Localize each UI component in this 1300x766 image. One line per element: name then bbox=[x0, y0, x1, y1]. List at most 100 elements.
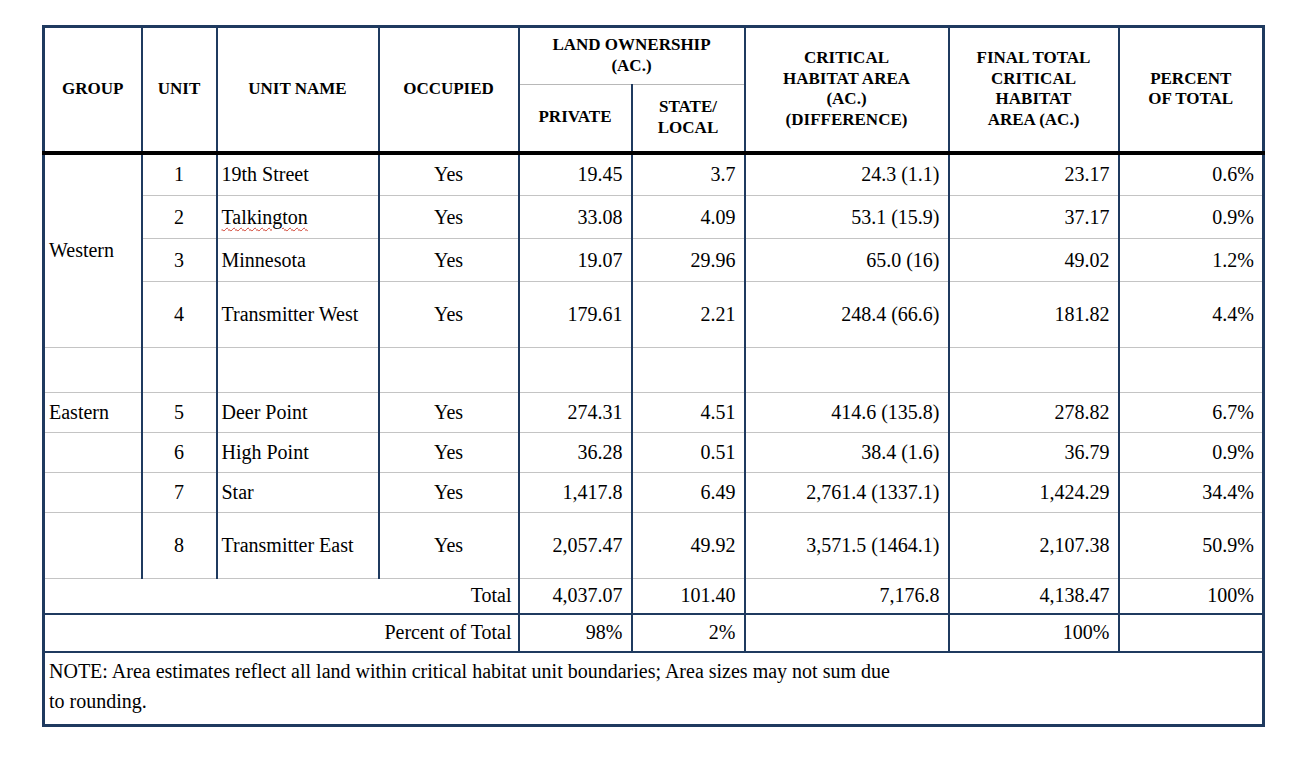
header-state-local: STATE/ LOCAL bbox=[632, 85, 745, 153]
spacer-row bbox=[44, 348, 1264, 393]
percent-final-area-cell: 100% bbox=[949, 614, 1119, 652]
occupied-cell: Yes bbox=[379, 196, 519, 239]
group-cell bbox=[44, 513, 142, 579]
total-row: Total 4,037.07 101.40 7,176.8 4,138.47 1… bbox=[44, 579, 1264, 614]
percent-cell: 6.7% bbox=[1119, 393, 1264, 433]
unit-cell: 4 bbox=[142, 282, 217, 348]
occupied-cell: Yes bbox=[379, 473, 519, 513]
group-cell-western: Western bbox=[44, 153, 142, 348]
occupied-cell: Yes bbox=[379, 433, 519, 473]
percent-private-cell: 98% bbox=[519, 614, 632, 652]
private-cell: 2,057.47 bbox=[519, 513, 632, 579]
group-cell bbox=[44, 348, 142, 393]
unit-name-cell bbox=[217, 348, 379, 393]
percent-critical-area-cell bbox=[745, 614, 949, 652]
private-cell: 179.61 bbox=[519, 282, 632, 348]
unit-name-cell: High Point bbox=[217, 433, 379, 473]
note-row: NOTE: Area estimates reflect all land wi… bbox=[44, 652, 1264, 726]
group-cell bbox=[44, 473, 142, 513]
final-area-cell: 1,424.29 bbox=[949, 473, 1119, 513]
header-percent-of-total: PERCENT OF TOTAL bbox=[1119, 27, 1264, 153]
occupied-cell: Yes bbox=[379, 282, 519, 348]
critical-area-cell bbox=[745, 348, 949, 393]
total-percent-cell: 100% bbox=[1119, 579, 1264, 614]
table-row: 6 High Point Yes 36.28 0.51 38.4 (1.6) 3… bbox=[44, 433, 1264, 473]
unit-name-cell: Talkington bbox=[217, 196, 379, 239]
unit-name-cell: 19th Street bbox=[217, 153, 379, 196]
header-land-ownership: LAND OWNERSHIP (AC.) bbox=[519, 27, 745, 85]
header-unit: UNIT bbox=[142, 27, 217, 153]
final-area-cell: 49.02 bbox=[949, 239, 1119, 282]
unit-cell bbox=[142, 348, 217, 393]
private-cell bbox=[519, 348, 632, 393]
total-final-area-cell: 4,138.47 bbox=[949, 579, 1119, 614]
occupied-cell bbox=[379, 348, 519, 393]
header-occupied: OCCUPIED bbox=[379, 27, 519, 153]
occupied-cell: Yes bbox=[379, 393, 519, 433]
state-local-cell: 3.7 bbox=[632, 153, 745, 196]
unit-name-cell: Transmitter West bbox=[217, 282, 379, 348]
total-critical-area-cell: 7,176.8 bbox=[745, 579, 949, 614]
private-cell: 19.07 bbox=[519, 239, 632, 282]
table-row: Western 1 19th Street Yes 19.45 3.7 24.3… bbox=[44, 153, 1264, 196]
unit-name-cell: Minnesota bbox=[217, 239, 379, 282]
table-row: 8 Transmitter East Yes 2,057.47 49.92 3,… bbox=[44, 513, 1264, 579]
final-area-cell: 181.82 bbox=[949, 282, 1119, 348]
state-local-cell: 0.51 bbox=[632, 433, 745, 473]
header-private: PRIVATE bbox=[519, 85, 632, 153]
percent-cell: 4.4% bbox=[1119, 282, 1264, 348]
total-private-cell: 4,037.07 bbox=[519, 579, 632, 614]
percent-cell: 0.6% bbox=[1119, 153, 1264, 196]
occupied-cell: Yes bbox=[379, 239, 519, 282]
critical-area-cell: 38.4 (1.6) bbox=[745, 433, 949, 473]
table-row: Eastern 5 Deer Point Yes 274.31 4.51 414… bbox=[44, 393, 1264, 433]
unit-name-cell: Deer Point bbox=[217, 393, 379, 433]
critical-area-cell: 2,761.4 (1337.1) bbox=[745, 473, 949, 513]
table-note: NOTE: Area estimates reflect all land wi… bbox=[44, 652, 1264, 726]
percent-cell: 0.9% bbox=[1119, 433, 1264, 473]
header-row-1: GROUP UNIT UNIT NAME OCCUPIED LAND OWNER… bbox=[44, 27, 1264, 85]
total-state-local-cell: 101.40 bbox=[632, 579, 745, 614]
state-local-cell: 4.09 bbox=[632, 196, 745, 239]
table-header: GROUP UNIT UNIT NAME OCCUPIED LAND OWNER… bbox=[44, 27, 1264, 153]
final-area-cell: 2,107.38 bbox=[949, 513, 1119, 579]
document-page: GROUP UNIT UNIT NAME OCCUPIED LAND OWNER… bbox=[0, 0, 1300, 766]
state-local-cell: 4.51 bbox=[632, 393, 745, 433]
unit-cell: 5 bbox=[142, 393, 217, 433]
percent-cell: 0.9% bbox=[1119, 196, 1264, 239]
header-group: GROUP bbox=[44, 27, 142, 153]
misspelled-word: Talkington bbox=[222, 206, 308, 228]
percent-state-local-cell: 2% bbox=[632, 614, 745, 652]
percent-cell: 34.4% bbox=[1119, 473, 1264, 513]
final-area-cell: 23.17 bbox=[949, 153, 1119, 196]
header-final-total-area: FINAL TOTAL CRITICAL HABITAT AREA (AC.) bbox=[949, 27, 1119, 153]
critical-area-cell: 24.3 (1.1) bbox=[745, 153, 949, 196]
state-local-cell bbox=[632, 348, 745, 393]
critical-area-cell: 3,571.5 (1464.1) bbox=[745, 513, 949, 579]
header-critical-habitat-area: CRITICAL HABITAT AREA (AC.) (DIFFERENCE) bbox=[745, 27, 949, 153]
final-area-cell: 278.82 bbox=[949, 393, 1119, 433]
critical-area-cell: 65.0 (16) bbox=[745, 239, 949, 282]
critical-area-cell: 248.4 (66.6) bbox=[745, 282, 949, 348]
critical-habitat-table: GROUP UNIT UNIT NAME OCCUPIED LAND OWNER… bbox=[42, 25, 1265, 727]
group-cell-eastern: Eastern bbox=[44, 393, 142, 433]
unit-cell: 6 bbox=[142, 433, 217, 473]
percent-cell bbox=[1119, 348, 1264, 393]
table-row: 3 Minnesota Yes 19.07 29.96 65.0 (16) 49… bbox=[44, 239, 1264, 282]
unit-name-cell: Star bbox=[217, 473, 379, 513]
table-row: 2 Talkington Yes 33.08 4.09 53.1 (15.9) … bbox=[44, 196, 1264, 239]
occupied-cell: Yes bbox=[379, 513, 519, 579]
state-local-cell: 2.21 bbox=[632, 282, 745, 348]
table-row: 4 Transmitter West Yes 179.61 2.21 248.4… bbox=[44, 282, 1264, 348]
unit-name-cell: Transmitter East bbox=[217, 513, 379, 579]
final-area-cell: 36.79 bbox=[949, 433, 1119, 473]
header-unit-name: UNIT NAME bbox=[217, 27, 379, 153]
percent-cell: 50.9% bbox=[1119, 513, 1264, 579]
private-cell: 33.08 bbox=[519, 196, 632, 239]
critical-area-cell: 414.6 (135.8) bbox=[745, 393, 949, 433]
final-area-cell: 37.17 bbox=[949, 196, 1119, 239]
unit-cell: 1 bbox=[142, 153, 217, 196]
critical-area-cell: 53.1 (15.9) bbox=[745, 196, 949, 239]
private-cell: 36.28 bbox=[519, 433, 632, 473]
private-cell: 19.45 bbox=[519, 153, 632, 196]
